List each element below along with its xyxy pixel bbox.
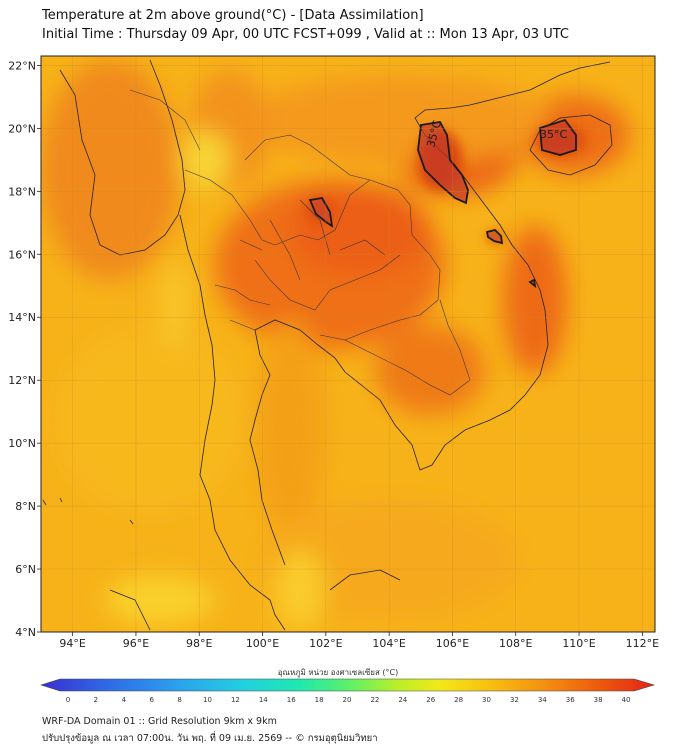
longitude-axis: 94°E 96°E 98°E 100°E 102°E 104°E 106°E 108°E 110… xyxy=(59,632,659,650)
map-title: Temperature at 2m above ground(°C) - [Da… xyxy=(42,8,424,23)
colorbar-tick-label: 22 xyxy=(370,696,379,704)
colorbar-tick-label: 4 xyxy=(122,696,127,704)
lat-tick-label: 16°N xyxy=(8,248,36,261)
contour-35c xyxy=(308,118,577,289)
lon-tick-label: 112°E xyxy=(626,637,659,650)
colorbar-tick-label: 32 xyxy=(510,696,519,704)
lat-tick-label: 6°N xyxy=(15,563,36,576)
lat-tick-label: 8°N xyxy=(15,500,36,513)
colorbar-tick-label: 16 xyxy=(287,696,296,704)
colorbar-tick-label: 8 xyxy=(177,696,181,704)
lon-tick-label: 104°E xyxy=(372,637,405,650)
borders xyxy=(129,89,471,396)
map-subtitle: Initial Time : Thursday 09 Apr, 00 UTC F… xyxy=(42,27,569,42)
footer-model-info: WRF-DA Domain 01 :: Grid Resolution 9km … xyxy=(42,716,277,727)
colorbar-title: อุณหภูมิ หน่วย องศาเซลเซียส (°C) xyxy=(277,668,399,677)
lon-tick-label: 100°E xyxy=(246,637,279,650)
lat-tick-label: 4°N xyxy=(15,626,36,639)
colorbar-tick-label: 40 xyxy=(622,696,631,704)
graticule xyxy=(41,56,655,633)
colorbar-tick-label: 38 xyxy=(594,696,603,704)
colorbar-tick-label: 34 xyxy=(538,696,547,704)
lat-tick-label: 12°N xyxy=(8,374,36,387)
lon-tick-label: 108°E xyxy=(499,637,532,650)
lat-tick-label: 14°N xyxy=(8,311,36,324)
lon-tick-label: 94°E xyxy=(59,637,85,650)
colorbar-tick-label: 2 xyxy=(94,696,98,704)
footer-update-info: ปรับปรุงข้อมูล ณ เวลา 07:00น. วัน พฤ. ที… xyxy=(42,733,378,744)
colorbar-ticks: 0 2 4 6 8 10 12 14 16 18 20 22 24 26 28 30 32 34 36 38 40 xyxy=(66,696,631,704)
colorbar-tick-label: 26 xyxy=(426,696,435,704)
colorbar-tick-label: 28 xyxy=(454,696,463,704)
colorbar-tick-label: 12 xyxy=(231,696,240,704)
lon-tick-label: 96°E xyxy=(123,637,149,650)
map-frame xyxy=(40,55,656,633)
lon-tick-label: 110°E xyxy=(562,637,595,650)
colorbar-tick-label: 20 xyxy=(343,696,352,704)
lon-tick-label: 106°E xyxy=(436,637,469,650)
lon-tick-label: 102°E xyxy=(309,637,342,650)
colorbar-tick-label: 18 xyxy=(315,696,324,704)
colorbar-tick-label: 14 xyxy=(259,696,268,704)
colorbar xyxy=(40,678,656,692)
colorbar-tick-label: 30 xyxy=(482,696,491,704)
lat-tick-label: 10°N xyxy=(8,437,36,450)
lat-tick-label: 18°N xyxy=(8,185,36,198)
colorbar-tick-label: 6 xyxy=(149,696,154,704)
lat-tick-label: 20°N xyxy=(8,122,36,135)
colorbar-tick-label: 0 xyxy=(66,696,70,704)
contour-label-2: 35°C xyxy=(540,128,567,141)
lon-tick-label: 98°E xyxy=(186,637,212,650)
lat-tick-label: 22°N xyxy=(8,59,36,72)
latitude-axis: 22°N 20°N 18°N 16°N 14°N 12°N 10°N 8°N 6°N 4°N xyxy=(8,59,41,639)
colorbar-tick-label: 36 xyxy=(566,696,575,704)
colorbar-tick-label: 10 xyxy=(203,696,212,704)
colorbar-tick-label: 24 xyxy=(398,696,407,704)
